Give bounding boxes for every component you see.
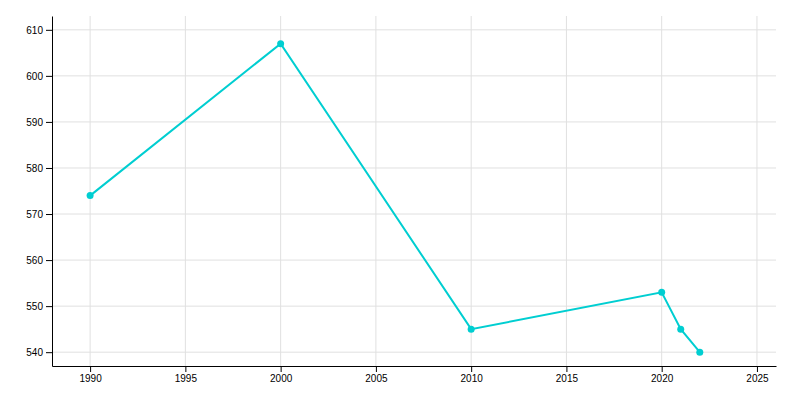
x-tick-mark — [376, 366, 377, 372]
y-grid-line — [52, 121, 776, 122]
x-tick-label: 1995 — [175, 373, 198, 384]
x-axis: 1990 1995 2000 2005 2010 2015 2020 2025 — [53, 366, 777, 384]
x-tick: 2015 — [556, 366, 579, 384]
y-tick-label: 600 — [26, 71, 43, 82]
y-tick: 560 — [26, 255, 52, 266]
y-tick-label: 580 — [26, 163, 43, 174]
y-tick-label: 550 — [26, 301, 43, 312]
y-grid-line — [52, 214, 776, 215]
x-tick-label: 2020 — [651, 373, 674, 384]
point — [468, 326, 475, 333]
x-tick: 1995 — [175, 366, 198, 384]
x-grid-line — [756, 16, 757, 366]
y-axis: 540 550 560 570 580 590 600 610 — [26, 17, 52, 367]
x-tick-label: 2025 — [746, 373, 769, 384]
x-tick: 2000 — [270, 366, 293, 384]
x-tick-label: 1990 — [79, 373, 102, 384]
x-tick-label: 2010 — [461, 373, 484, 384]
x-tick: 2025 — [746, 366, 769, 384]
y-grid-line — [52, 29, 776, 30]
point — [277, 40, 284, 47]
y-tick-mark — [46, 30, 52, 31]
y-tick-mark — [46, 214, 52, 215]
y-tick-mark — [46, 122, 52, 123]
x-grid-line — [375, 16, 376, 366]
y-grid-line — [52, 167, 776, 168]
y-tick: 580 — [26, 163, 52, 174]
y-tick-label: 560 — [26, 255, 43, 266]
y-tick-mark — [46, 352, 52, 353]
y-grid-line — [52, 75, 776, 76]
x-tick: 2010 — [461, 366, 484, 384]
y-tick-mark — [46, 76, 52, 77]
y-grid-line — [52, 260, 776, 261]
x-grid-line — [661, 16, 662, 366]
y-grid-line — [52, 306, 776, 307]
x-tick-mark — [471, 366, 472, 372]
y-axis-line — [52, 17, 53, 367]
y-tick-mark — [46, 306, 52, 307]
x-tick-mark — [90, 366, 91, 372]
y-tick: 590 — [26, 117, 52, 128]
x-grid-line — [471, 16, 472, 366]
y-tick-label: 540 — [26, 347, 43, 358]
x-tick: 1990 — [79, 366, 102, 384]
chart: 1990 1995 2000 2005 2010 2015 2020 2025 540 550 56… — [0, 0, 800, 400]
y-tick-mark — [46, 168, 52, 169]
point — [658, 289, 665, 296]
x-tick-mark — [185, 366, 186, 372]
y-tick: 540 — [26, 347, 52, 358]
y-tick: 610 — [26, 25, 52, 36]
x-tick: 2005 — [365, 366, 388, 384]
y-tick-label: 570 — [26, 209, 43, 220]
marks — [87, 40, 704, 356]
x-tick: 2020 — [651, 366, 674, 384]
x-tick-mark — [662, 366, 663, 372]
x-axis-line — [53, 366, 777, 367]
x-grid-line — [90, 16, 91, 366]
point — [696, 349, 703, 356]
point — [677, 326, 684, 333]
grid — [52, 16, 776, 366]
x-tick-mark — [281, 366, 282, 372]
x-tick-label: 2015 — [556, 373, 579, 384]
y-tick-label: 610 — [26, 25, 43, 36]
y-tick-label: 590 — [26, 117, 43, 128]
x-tick-label: 2000 — [270, 373, 293, 384]
point — [87, 192, 94, 199]
y-tick: 600 — [26, 71, 52, 82]
plot: 1990 1995 2000 2005 2010 2015 2020 2025 540 550 56… — [26, 16, 776, 384]
y-tick: 570 — [26, 209, 52, 220]
x-grid-line — [566, 16, 567, 366]
y-tick-mark — [46, 260, 52, 261]
x-tick-mark — [566, 366, 567, 372]
x-tick-mark — [757, 366, 758, 372]
line — [90, 44, 700, 353]
y-tick: 550 — [26, 301, 52, 312]
x-grid-line — [280, 16, 281, 366]
x-grid-line — [185, 16, 186, 366]
x-tick-label: 2005 — [365, 373, 388, 384]
y-grid-line — [52, 352, 776, 353]
